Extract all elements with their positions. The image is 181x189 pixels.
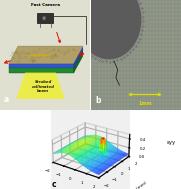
Polygon shape bbox=[75, 0, 143, 62]
Text: Fast Camera: Fast Camera bbox=[31, 3, 60, 7]
Polygon shape bbox=[74, 52, 83, 73]
FancyBboxPatch shape bbox=[37, 13, 53, 23]
Circle shape bbox=[42, 15, 46, 21]
Polygon shape bbox=[9, 46, 83, 64]
Polygon shape bbox=[16, 73, 65, 99]
Polygon shape bbox=[74, 47, 83, 68]
Polygon shape bbox=[0, 0, 90, 110]
Y-axis label: y (mm): y (mm) bbox=[133, 181, 148, 189]
Text: Strobed
collimated
beam: Strobed collimated beam bbox=[32, 80, 55, 93]
Text: b: b bbox=[95, 97, 101, 105]
Polygon shape bbox=[9, 68, 74, 73]
Polygon shape bbox=[91, 0, 181, 110]
Text: a: a bbox=[4, 95, 9, 104]
Polygon shape bbox=[9, 64, 74, 68]
Circle shape bbox=[43, 17, 45, 19]
Text: c: c bbox=[52, 180, 56, 189]
Text: 1mm: 1mm bbox=[138, 101, 152, 106]
Polygon shape bbox=[77, 0, 141, 59]
